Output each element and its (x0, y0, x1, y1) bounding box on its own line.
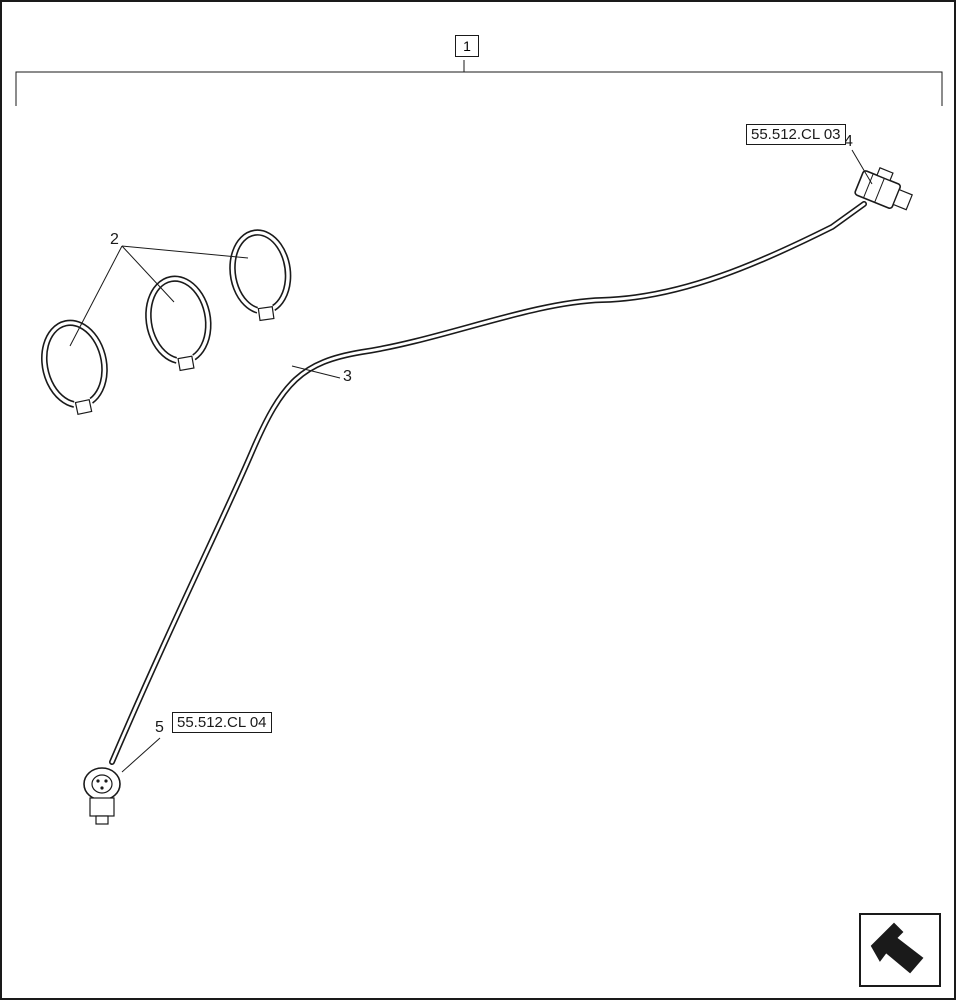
leaders-group (70, 150, 872, 772)
bracket-group (16, 60, 942, 106)
diagram-svg (2, 2, 956, 1000)
wire-group (112, 204, 864, 762)
connectors-group (84, 163, 917, 824)
nav-arrow-group (860, 914, 940, 986)
diagram-stage: 1 2 3 4 5 55.512.CL 03 55.512.CL 04 (0, 0, 956, 1000)
clips-group (34, 226, 297, 419)
